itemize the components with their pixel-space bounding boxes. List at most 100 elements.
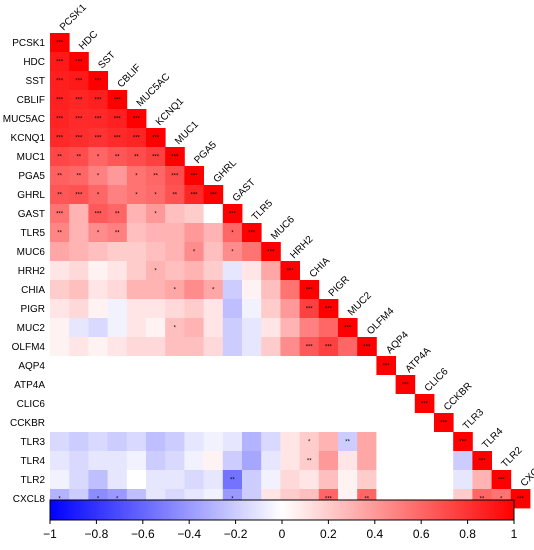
heatmap-cell <box>318 337 339 357</box>
heatmap-cell <box>203 185 224 205</box>
column-label: TLR3 <box>461 407 486 432</box>
heatmap-cell <box>88 432 108 452</box>
colorbar-tick-label: 0.2 <box>320 527 337 541</box>
heatmap-cell <box>165 223 185 243</box>
heatmap-cell <box>126 109 147 129</box>
significance-label: *** <box>94 212 102 218</box>
heatmap-cell <box>126 451 147 471</box>
heatmap-cell <box>357 470 377 490</box>
significance-label: *** <box>210 193 218 199</box>
heatmap-cell <box>299 413 320 433</box>
row-label: OLFM4 <box>12 342 46 353</box>
heatmap-cell <box>299 280 320 300</box>
heatmap-cell <box>242 223 262 243</box>
heatmap-cell <box>203 223 224 243</box>
row-label: TLR5 <box>21 228 46 239</box>
significance-label: *** <box>133 136 141 142</box>
heatmap-cell <box>146 299 166 319</box>
significance-label: *** <box>75 79 83 85</box>
heatmap-cell <box>203 413 224 433</box>
significance-label: ** <box>134 155 139 161</box>
significance-label: ** <box>115 231 120 237</box>
heatmap-cell <box>357 413 377 433</box>
heatmap-cell <box>222 280 243 300</box>
heatmap-cell <box>126 185 147 205</box>
heatmap-cell <box>222 299 243 319</box>
heatmap-cell <box>107 185 128 205</box>
heatmap-cell <box>69 413 89 433</box>
heatmap-cell <box>50 33 70 53</box>
heatmap-cell <box>126 394 147 414</box>
heatmap-cell <box>69 337 89 357</box>
row-label: GHRL <box>17 190 45 201</box>
column-label: PIGR <box>327 274 352 299</box>
heatmap-cell <box>222 242 243 262</box>
heatmap-cell <box>88 223 108 243</box>
heatmap-cell <box>165 337 185 357</box>
heatmap-cell <box>299 451 320 471</box>
heatmap-cell <box>472 451 492 471</box>
colorbar-tick-label: −0.4 <box>177 527 201 541</box>
heatmap-cell <box>222 223 243 243</box>
significance-label: *** <box>286 269 294 275</box>
significance-label: *** <box>459 440 467 446</box>
heatmap-cell <box>165 413 185 433</box>
heatmap-cell <box>184 356 204 376</box>
significance-label: ** <box>172 193 177 199</box>
heatmap-cell <box>357 356 377 376</box>
row-label: PCSK1 <box>12 38 45 49</box>
heatmap-cell <box>50 451 70 471</box>
heatmap-cell <box>69 356 89 376</box>
row-label: HDC <box>23 57 45 68</box>
heatmap-cell <box>88 204 108 224</box>
heatmap-cell <box>50 432 70 452</box>
heatmap-cell <box>222 337 243 357</box>
heatmap-cell <box>146 185 166 205</box>
significance-label: *** <box>190 174 198 180</box>
heatmap-cell <box>88 109 108 129</box>
significance-label: * <box>154 269 157 275</box>
heatmap-cell <box>50 394 70 414</box>
column-label: HDC <box>77 29 100 52</box>
heatmap-cell <box>280 261 300 281</box>
heatmap-cell <box>107 109 128 129</box>
column-label: CHIA <box>308 255 333 280</box>
heatmap-cell <box>434 470 454 490</box>
heatmap-cell <box>242 299 262 319</box>
significance-label: ** <box>307 459 312 465</box>
heatmap-cell <box>318 451 339 471</box>
heatmap-cell <box>69 242 89 262</box>
significance-label: *** <box>402 383 410 389</box>
heatmap-cell <box>184 204 204 224</box>
colorbar-tick-label: 0 <box>279 527 286 541</box>
heatmap-cell <box>261 375 281 395</box>
significance-label: *** <box>75 60 83 66</box>
heatmap-cell <box>107 128 128 148</box>
significance-label: * <box>154 193 157 199</box>
heatmap-cell <box>69 451 89 471</box>
heatmap-cell <box>50 280 70 300</box>
heatmap-cell <box>165 375 185 395</box>
heatmap-cell <box>146 356 166 376</box>
heatmap-cell <box>376 356 396 376</box>
heatmap-cell <box>414 470 435 490</box>
heatmap-cell <box>50 128 70 148</box>
significance-label: *** <box>56 212 64 218</box>
significance-label: *** <box>152 155 160 161</box>
heatmap-cell <box>69 52 89 72</box>
significance-label: *** <box>440 421 448 427</box>
heatmap-cell <box>184 242 204 262</box>
heatmap-cell <box>184 280 204 300</box>
heatmap-cell <box>203 318 224 338</box>
heatmap-cell <box>165 204 185 224</box>
heatmap-cell <box>338 394 358 414</box>
heatmap-cell <box>165 280 185 300</box>
heatmap-cell <box>280 394 300 414</box>
heatmap-cell <box>203 394 224 414</box>
column-label: MUC6 <box>269 214 297 242</box>
heatmap-cell <box>184 318 204 338</box>
significance-label: *** <box>306 307 314 313</box>
column-label: SST <box>96 50 118 72</box>
heatmap-cell <box>261 451 281 471</box>
heatmap-cell <box>242 261 262 281</box>
